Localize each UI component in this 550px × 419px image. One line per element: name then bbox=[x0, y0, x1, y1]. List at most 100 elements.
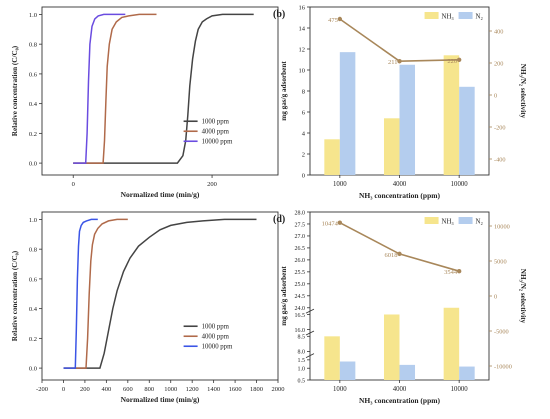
bar-NH₃-4000 bbox=[383, 118, 400, 175]
x-tick-label: 10000 bbox=[451, 181, 469, 188]
y-tick-label: 25.5 bbox=[295, 270, 306, 276]
selectivity-point bbox=[337, 220, 343, 225]
y-tick-label: 24.5 bbox=[295, 294, 306, 300]
y-tick-label: 26.0 bbox=[295, 258, 306, 264]
y2-tick-label: 0 bbox=[494, 294, 497, 301]
bar-N₂-4000 bbox=[399, 64, 416, 175]
bar-N₂-10000 bbox=[459, 86, 475, 175]
bar-N₂-4000 bbox=[399, 364, 416, 380]
y2-tick-label: 200 bbox=[494, 61, 503, 68]
x-tick-label: 0 bbox=[72, 181, 75, 188]
series-line-4000-ppm bbox=[63, 218, 128, 369]
selectivity-line bbox=[339, 18, 460, 63]
selectivity-label: 220 bbox=[447, 58, 457, 65]
y-tick-label: 24.0 bbox=[295, 306, 306, 312]
legend-label: N₂ bbox=[476, 219, 483, 226]
panel-label: (b) bbox=[273, 9, 285, 20]
x-axis-label: NH₃ concentration (ppm) bbox=[359, 191, 440, 200]
x-tick-label: -200 bbox=[36, 386, 48, 393]
y-tick-label: 1.0 bbox=[29, 217, 37, 224]
y2-tick-label: -5000 bbox=[494, 329, 509, 336]
y-tick-label: 26.5 bbox=[295, 246, 306, 252]
y2-tick-label: 0 bbox=[494, 93, 497, 100]
legend-swatch bbox=[424, 12, 439, 19]
y-tick-label: 0.2 bbox=[29, 131, 37, 138]
y-tick-label: 16.0 bbox=[295, 328, 306, 334]
x-axis-label: Normalized time (min/g) bbox=[121, 190, 200, 199]
y-axis-label: Relative concentration (C/C₀) bbox=[11, 250, 19, 341]
x-tick-label: 200 bbox=[80, 386, 90, 393]
x-tick-label: 400 bbox=[101, 386, 111, 393]
y-tick-label: 0.4 bbox=[29, 306, 38, 313]
legend-label: 10000 ppm bbox=[202, 139, 233, 146]
y-tick-label: 16 bbox=[299, 5, 306, 12]
y-tick-label: 16.5 bbox=[295, 313, 306, 319]
y2-tick-label: -400 bbox=[494, 157, 506, 164]
x-tick-label: 1200 bbox=[186, 386, 199, 393]
legend-label: N₂ bbox=[476, 14, 483, 21]
selectivity-label: 10474 bbox=[322, 221, 339, 228]
x-tick-label: 600 bbox=[123, 386, 133, 393]
y-tick-label: 0.0 bbox=[29, 161, 37, 168]
y-tick-label: 1.0 bbox=[29, 12, 37, 19]
y-tick-label: 0.6 bbox=[29, 276, 38, 283]
panel-label: (d) bbox=[273, 214, 285, 225]
legend-label: 1000 ppm bbox=[202, 119, 230, 126]
y-tick-label: 0.8 bbox=[29, 247, 37, 254]
bar-NH₃-1000 bbox=[324, 139, 340, 175]
legend-swatch bbox=[458, 12, 473, 19]
series-line-1000-ppm bbox=[73, 13, 254, 164]
legend-label: 4000 ppm bbox=[202, 129, 230, 136]
x-tick-label: 800 bbox=[144, 386, 154, 393]
y-tick-label: 6 bbox=[302, 110, 306, 117]
x-tick-label: 1000 bbox=[333, 386, 347, 393]
legend-swatch bbox=[458, 217, 473, 224]
y-tick-label: 8.0 bbox=[298, 350, 306, 356]
y-tick-label: 0 bbox=[302, 173, 305, 180]
series-line-10000-ppm bbox=[73, 13, 126, 164]
y-tick-label: 10 bbox=[299, 68, 306, 75]
y-axis-label: Relative concentration (C/C₀) bbox=[11, 45, 19, 136]
x-tick-label: 4000 bbox=[393, 386, 407, 393]
legend-label: NH₃ bbox=[442, 219, 455, 226]
x-tick-label: 1400 bbox=[207, 386, 220, 393]
y-tick-label: 28.0 bbox=[295, 210, 306, 216]
series-line-4000-ppm bbox=[73, 13, 157, 164]
y2-tick-label: 400 bbox=[494, 29, 503, 36]
y-tick-label: 0.0 bbox=[29, 366, 37, 373]
plot-frame bbox=[41, 6, 279, 176]
y-tick-label: 0.8 bbox=[29, 42, 37, 49]
series-line-10000-ppm bbox=[63, 218, 98, 369]
y-tick-label: 2 bbox=[302, 152, 305, 159]
x-tick-label: 200 bbox=[207, 181, 217, 188]
bar-NH₃-1000 bbox=[324, 336, 340, 380]
x-tick-label: 1000 bbox=[333, 181, 347, 188]
x-tick-label: 0 bbox=[62, 386, 65, 393]
selectivity-label: 6018 bbox=[385, 252, 398, 259]
bar-N₂-1000 bbox=[339, 52, 356, 175]
selectivity-label: 475 bbox=[328, 17, 338, 24]
bar-NH₃-4000 bbox=[383, 314, 400, 380]
y-axis-label: mg gas/g adsorbent bbox=[280, 266, 288, 326]
y-axis-label: mg gas/g adsorbent bbox=[280, 61, 288, 121]
x-axis-label: Normalized time (min/g) bbox=[121, 395, 200, 404]
y-tick-label: 8.5 bbox=[298, 335, 306, 341]
series-line-1000-ppm bbox=[63, 218, 257, 369]
bar-N₂-1000 bbox=[339, 361, 356, 380]
panel-d: (d) 0.5 1.0 1.5 8.0 8.516.0 16.524.0 24.5 25.0 25… bbox=[273, 210, 527, 405]
y2-tick-label: -10000 bbox=[494, 364, 512, 371]
y-tick-label: 0.5 bbox=[298, 378, 306, 384]
axis-break-mark bbox=[305, 308, 315, 314]
selectivity-line bbox=[339, 221, 460, 272]
y2-axis-label: NH₃/N₂ selectivity bbox=[519, 64, 527, 119]
x-tick-label: 2000 bbox=[272, 386, 285, 393]
y-tick-label: 8 bbox=[302, 89, 305, 96]
x-tick-label: 1600 bbox=[229, 386, 242, 393]
y2-axis-label: NH₃/N₂ selectivity bbox=[519, 269, 527, 324]
y2-tick-label: -200 bbox=[494, 125, 506, 132]
y-tick-label: 0.6 bbox=[29, 71, 38, 78]
bar-N₂-10000 bbox=[459, 366, 475, 380]
selectivity-point bbox=[456, 268, 462, 274]
